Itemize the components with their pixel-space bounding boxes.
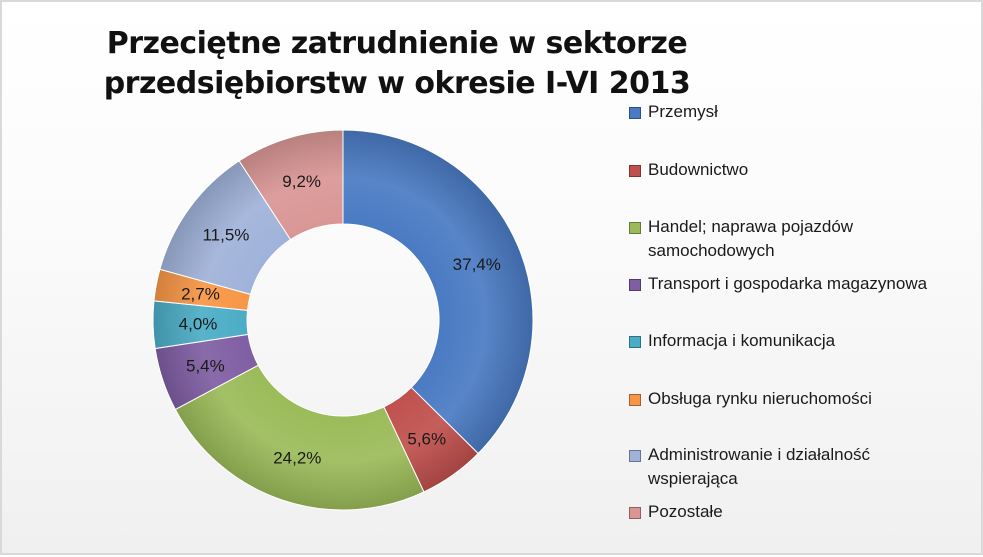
data-label-6: 11,5% [202, 225, 249, 244]
data-label-5: 2,7% [181, 284, 220, 303]
legend-swatch [629, 394, 641, 406]
legend-label: Transport i gospodarka magazynowa [648, 274, 928, 293]
slice-2 [174, 364, 425, 511]
legend-label: Informacja i komunikacja [648, 331, 836, 350]
legend-swatch [629, 222, 641, 234]
data-label-1: 5,6% [407, 429, 446, 448]
legend-swatch [629, 507, 641, 519]
data-label-2: 24,2% [273, 449, 321, 468]
legend-label: Przemysł [648, 102, 718, 121]
legend-item-0: Przemysł [629, 100, 718, 124]
legend-item-4: Informacja i komunikacja [629, 329, 835, 353]
legend-label: Pozostałe [648, 502, 723, 521]
legend-item-6: Administrowanie i działalność wspierając… [629, 443, 870, 491]
data-label-3: 5,4% [186, 357, 225, 376]
legend-swatch [629, 107, 641, 119]
legend-swatch [629, 450, 641, 462]
legend-label: Obsługa rynku nieruchomości [648, 389, 872, 408]
legend-label: Handel; naprawa pojazdów samochodowych [648, 217, 854, 260]
data-label-4: 4,0% [179, 315, 218, 334]
legend-label: Administrowanie i działalność wspierając… [648, 445, 871, 488]
data-label-7: 9,2% [282, 172, 321, 191]
slice-7 [238, 129, 344, 241]
data-label-0: 37,4% [453, 255, 501, 274]
legend-item-3: Transport i gospodarka magazynowa [629, 272, 927, 296]
legend-item-1: Budownictwo [629, 158, 748, 182]
slice-0 [342, 129, 534, 455]
chart-title: Przeciętne zatrudnienie w sektorze przed… [103, 26, 691, 101]
legend-swatch [629, 165, 641, 177]
legend-item-5: Obsługa rynku nieruchomości [629, 387, 872, 411]
legend-label: Budownictwo [648, 160, 749, 179]
legend-item-7: Pozostałe [629, 500, 723, 524]
legend-swatch [629, 279, 641, 291]
legend-item-2: Handel; naprawa pojazdów samochodowych [629, 215, 853, 263]
legend-swatch [629, 336, 641, 348]
